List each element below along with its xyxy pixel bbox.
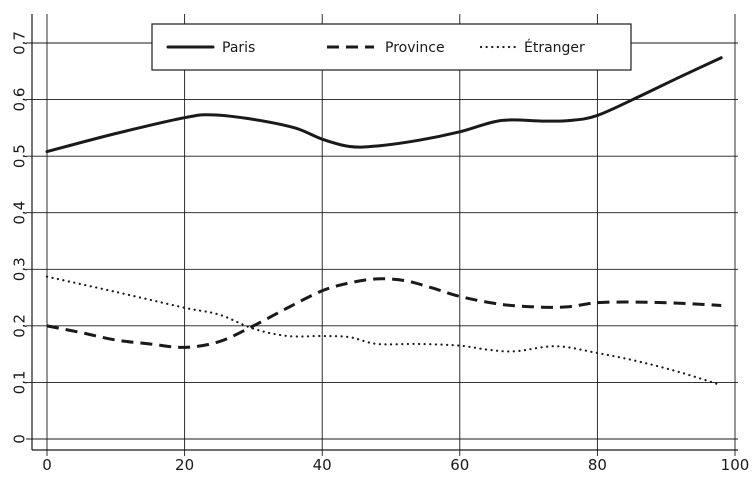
legend-label: Étranger — [524, 39, 585, 56]
tick-labels: 0 0,1 0,2 0,3 0,4 0,5 0,6 0,7 0 20 40 60 80 100 — [11, 31, 750, 474]
legend-box — [151, 23, 632, 71]
y-tick-label: 0,6 — [11, 88, 29, 112]
series-line-etranger — [45, 275, 723, 387]
y-tick-label: 0,1 — [11, 370, 29, 394]
x-tick-label: 20 — [175, 456, 194, 474]
legend-label: Paris — [222, 40, 255, 56]
y-tick-label: 0,4 — [11, 201, 29, 225]
x-tick-label: 40 — [313, 456, 332, 474]
series-line-province — [46, 277, 722, 349]
y-tick-label: 0 — [11, 434, 29, 444]
legend-label: Province — [385, 40, 445, 56]
y-tick-label: 0,3 — [11, 257, 29, 281]
y-tick-label: 0,7 — [11, 31, 29, 55]
x-tick-label: 60 — [450, 456, 469, 474]
legend: Paris Province Étranger — [151, 23, 632, 71]
y-tick-label: 0,2 — [11, 314, 29, 338]
x-tick-label: 100 — [721, 456, 750, 474]
x-tick-label: 0 — [42, 456, 52, 474]
axes — [31, 14, 738, 451]
series-lines — [45, 56, 723, 387]
grid — [26, 14, 738, 456]
y-tick-label: 0,5 — [11, 144, 29, 168]
x-tick-label: 80 — [588, 456, 607, 474]
series-line-paris — [45, 56, 723, 154]
